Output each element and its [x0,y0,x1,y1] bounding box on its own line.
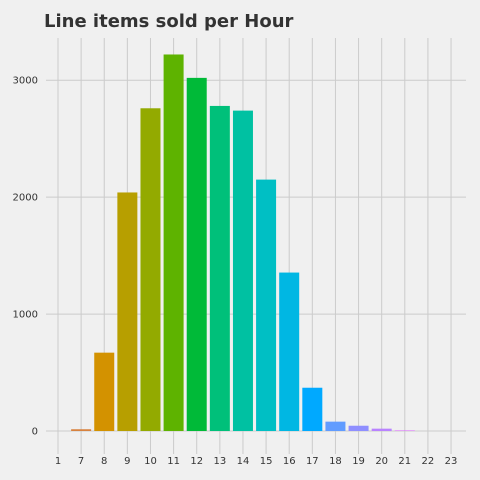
bar-hour-19 [349,426,369,431]
x-tick-label: 21 [398,456,411,467]
x-tick-label: 19 [352,456,365,467]
bar-hour-13 [210,106,230,431]
x-tick-label: 16 [283,456,296,467]
bar-hour-21 [395,430,415,431]
bar-hour-12 [187,78,207,431]
x-tick-label: 15 [260,456,273,467]
x-tick-label: 11 [167,456,180,467]
x-tick-label: 7 [78,456,84,467]
x-tick-label: 12 [190,456,203,467]
y-tick-label: 0 [32,427,38,438]
x-tick-label: 1 [55,456,61,467]
x-tick-label: 23 [445,456,458,467]
bar-hour-7 [71,429,91,431]
bar-hour-14 [233,111,253,431]
bar-hour-11 [164,54,184,431]
y-tick-label: 2000 [13,193,38,204]
bar-hour-18 [325,422,345,431]
y-tick-label: 1000 [13,310,38,321]
chart-title: Line items sold per Hour [44,11,294,32]
bar-hour-15 [256,180,276,431]
y-tick-label: 3000 [13,76,38,87]
bar-hour-17 [302,388,322,431]
bar-hour-16 [279,273,299,431]
x-tick-label: 18 [329,456,342,467]
x-tick-label: 10 [144,456,157,467]
bar-hour-10 [140,108,160,431]
bar-hour-20 [372,429,392,431]
x-tick-label: 9 [124,456,130,467]
bar-hour-8 [94,353,114,431]
x-tick-label: 22 [422,456,435,467]
bar-hour-9 [117,192,137,431]
x-tick-label: 13 [213,456,226,467]
x-tick-label: 20 [375,456,388,467]
x-tick-label: 14 [237,456,250,467]
x-tick-label: 17 [306,456,319,467]
x-tick-label: 8 [101,456,107,467]
